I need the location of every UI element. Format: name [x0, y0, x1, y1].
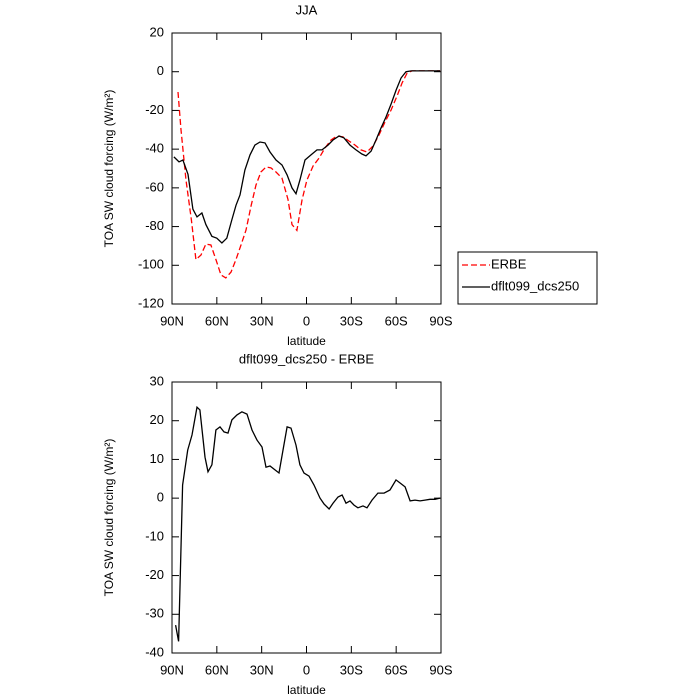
- legend-label: dflt099_dcs250: [491, 278, 579, 293]
- x-tick-label: 60N: [205, 313, 229, 328]
- data-line: [173, 70, 441, 244]
- y-tick-label: -100: [138, 257, 164, 272]
- x-tick-label: 90N: [160, 662, 184, 677]
- x-tick-label: 30N: [250, 313, 274, 328]
- data-line: [177, 70, 441, 279]
- x-tick-label: 90S: [429, 662, 452, 677]
- x-tick-label: 60S: [385, 662, 408, 677]
- y-tick-label: -80: [145, 218, 164, 233]
- y-tick-label: 20: [150, 412, 164, 427]
- y-tick-label: -20: [145, 102, 164, 117]
- x-tick-label: 90N: [160, 313, 184, 328]
- x-tick-label: 90S: [429, 313, 452, 328]
- x-tick-label: 0: [303, 662, 310, 677]
- y-tick-label: 0: [157, 63, 164, 78]
- y-tick-label: -120: [138, 295, 164, 310]
- plot-frame: [171, 32, 442, 305]
- y-axis-label: TOA SW cloud forcing (W/m²): [102, 90, 116, 248]
- legend-box: [457, 251, 598, 305]
- y-tick-label: -40: [145, 141, 164, 156]
- x-tick-label: 30S: [340, 662, 363, 677]
- y-tick-label: -60: [145, 179, 164, 194]
- x-axis-label: latitude: [287, 683, 326, 697]
- y-tick-label: 20: [150, 24, 164, 39]
- x-tick-label: 60S: [385, 313, 408, 328]
- y-tick-label: 0: [157, 490, 164, 505]
- y-tick-label: -30: [145, 606, 164, 621]
- x-tick-label: 30N: [250, 662, 274, 677]
- y-tick-label: 10: [150, 451, 164, 466]
- y-tick-label: -20: [145, 567, 164, 582]
- chart-title: JJA: [296, 2, 318, 17]
- y-axis-label: TOA SW cloud forcing (W/m²): [102, 439, 116, 597]
- y-tick-label: -10: [145, 528, 164, 543]
- y-tick-label: -40: [145, 644, 164, 659]
- chart-title: dflt099_dcs250 - ERBE: [239, 351, 374, 366]
- x-axis-label: latitude: [287, 334, 326, 348]
- data-line: [174, 405, 441, 642]
- legend-label: ERBE: [491, 256, 527, 271]
- x-tick-label: 30S: [340, 313, 363, 328]
- x-tick-label: 60N: [205, 662, 229, 677]
- y-tick-label: 30: [150, 373, 164, 388]
- plot-frame: [171, 381, 442, 654]
- x-tick-label: 0: [303, 313, 310, 328]
